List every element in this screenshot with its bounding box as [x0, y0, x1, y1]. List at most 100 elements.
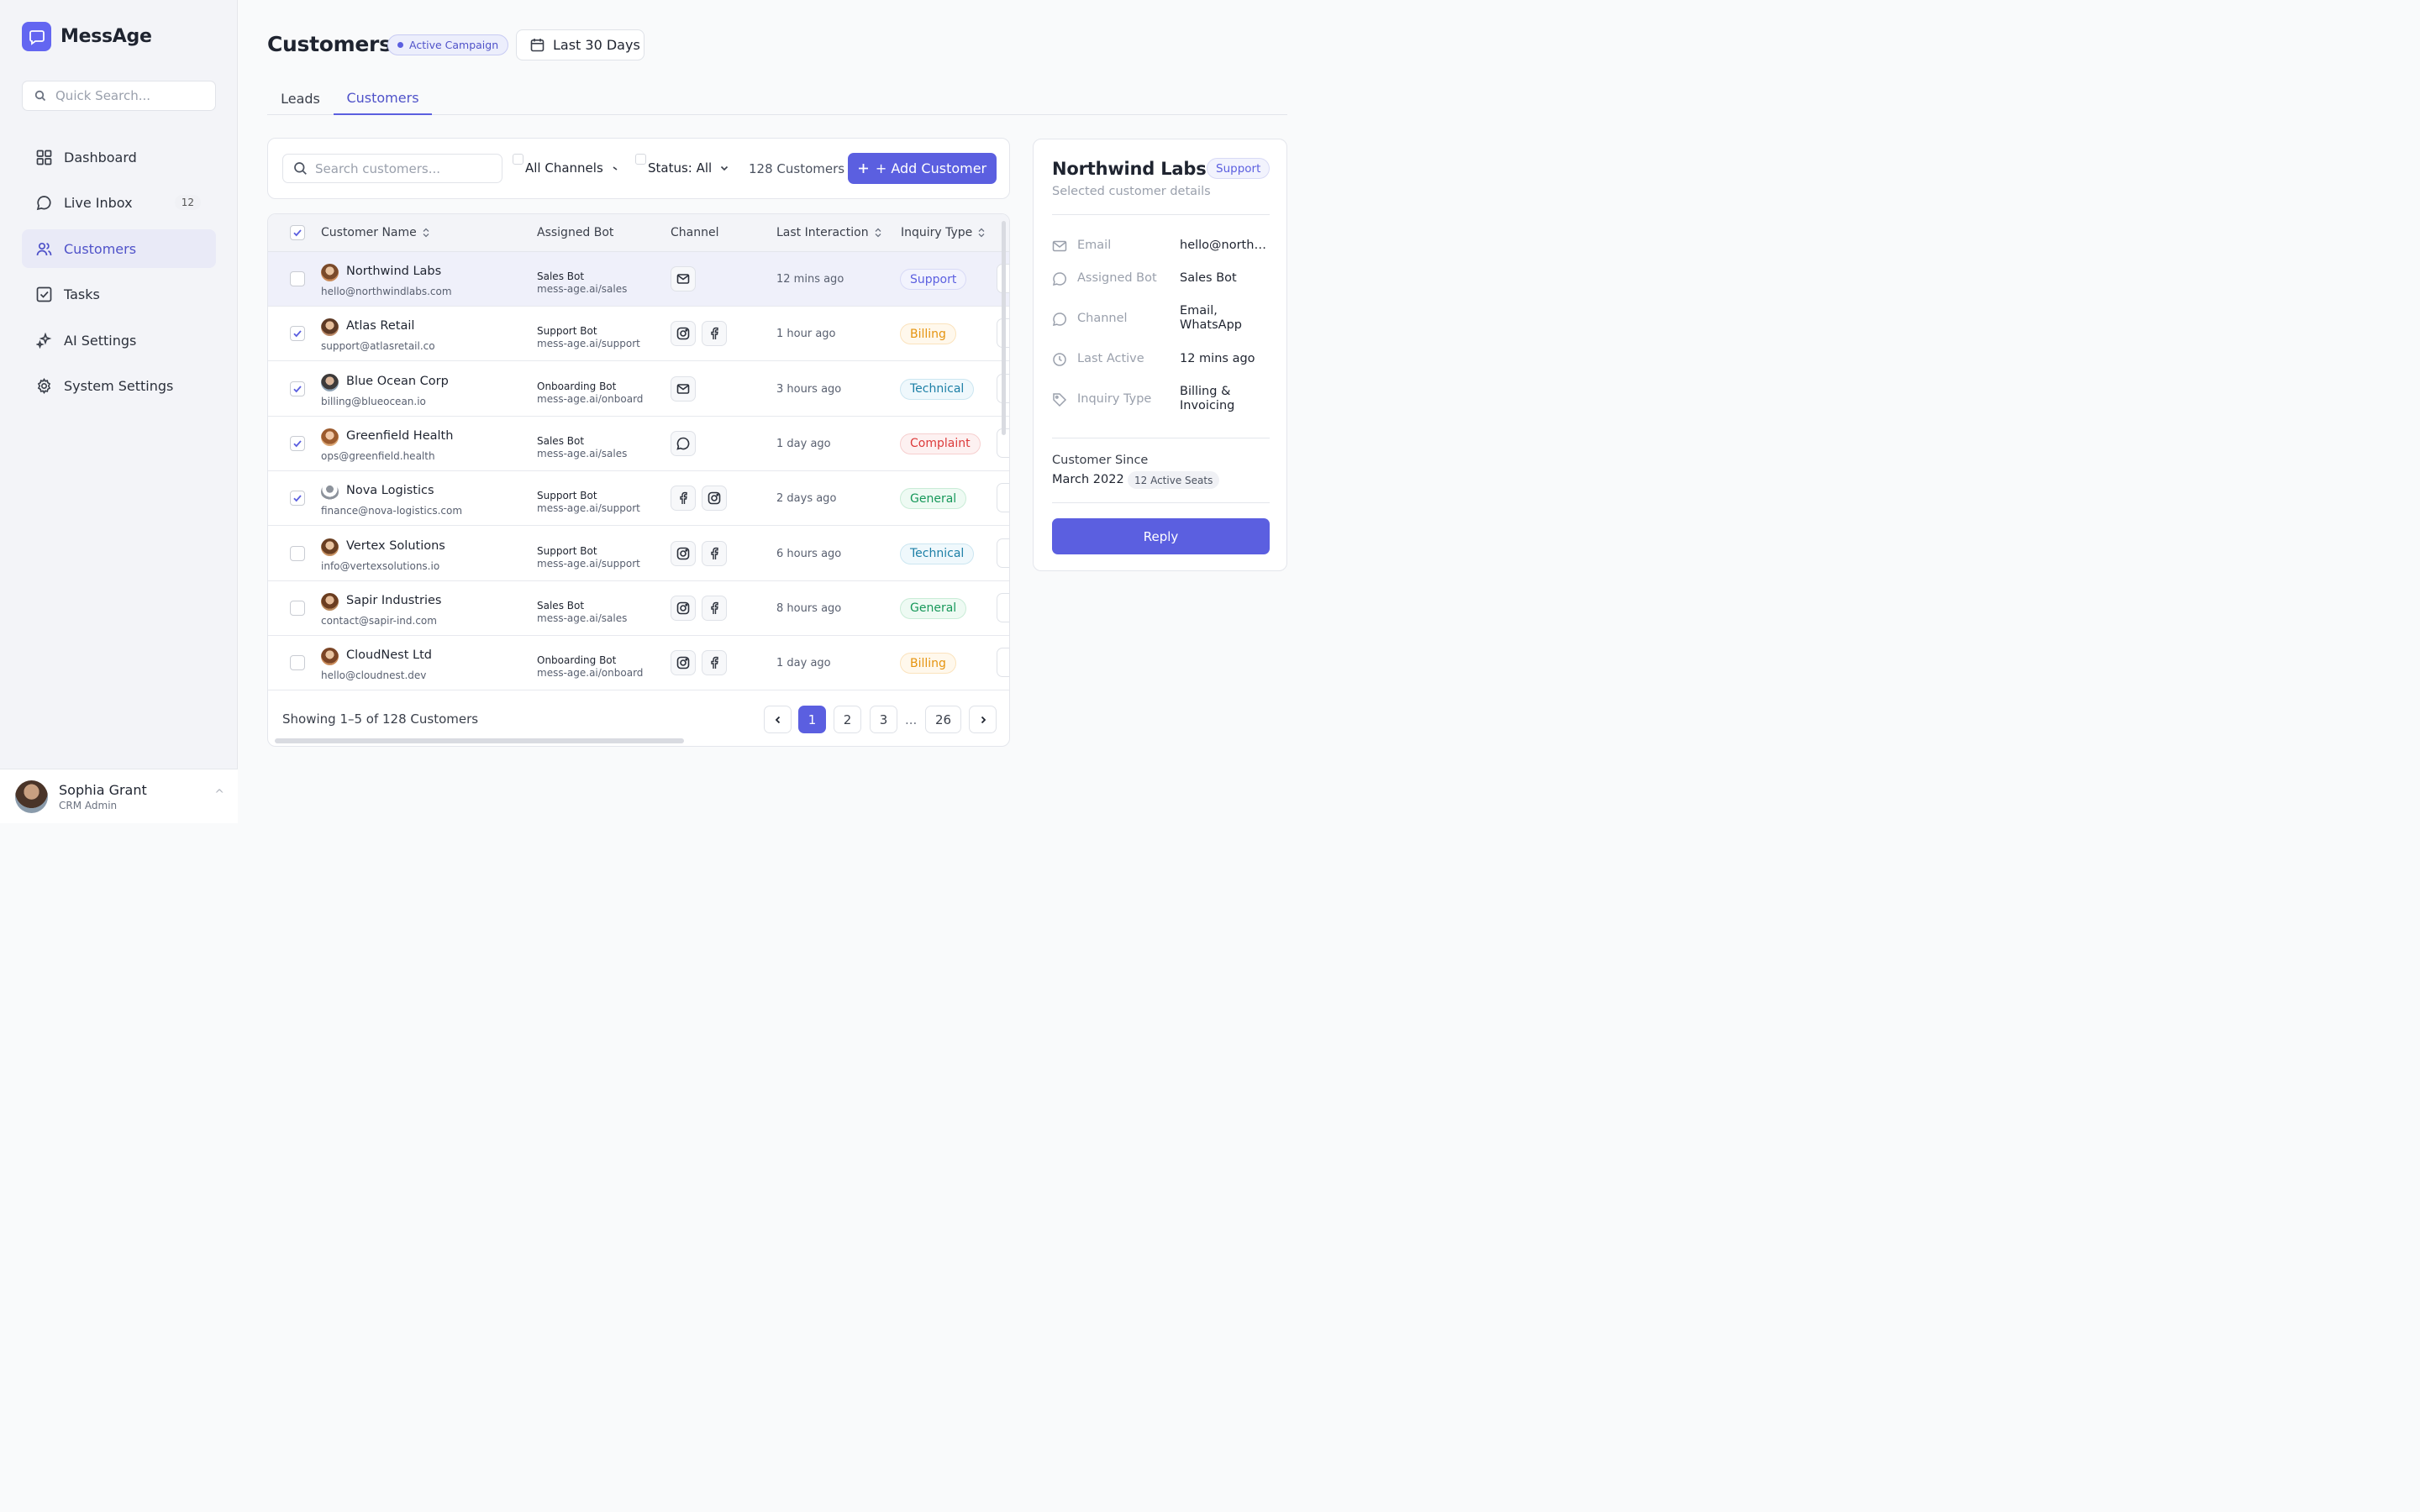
table-row[interactable]: Atlas Retail support@atlasretail.co Suppor… [268, 307, 1009, 362]
select-all-checkbox[interactable] [290, 225, 305, 240]
customer-search-input[interactable] [315, 160, 492, 176]
table-row[interactable]: Blue Ocean Corp billing@blueocean.io Onboa… [268, 362, 1009, 417]
prev-page-button[interactable] [764, 706, 792, 733]
status-filter-checkbox[interactable] [635, 154, 646, 165]
user-profile-card[interactable]: Sophia Grant CRM Admin ^ [0, 769, 238, 823]
row-actions-button[interactable] [997, 648, 1009, 678]
row-actions-button[interactable] [997, 538, 1009, 568]
row-actions-button[interactable] [997, 483, 1009, 513]
email-icon[interactable] [671, 266, 696, 291]
table-row[interactable]: Greenfield Health ops@greenfield.health Sa… [268, 417, 1009, 471]
facebook-icon[interactable] [702, 595, 727, 621]
sidebar-item-ai-settings[interactable]: AI Settings [22, 321, 216, 360]
reply-button[interactable]: Reply [1052, 518, 1270, 554]
row-checkbox[interactable] [290, 545, 305, 561]
tab-bar: Leads Customers [267, 82, 1287, 115]
facebook-icon[interactable] [671, 486, 696, 512]
page-button-2[interactable]: 2 [834, 706, 861, 733]
table-row[interactable]: Sapir Industries contact@sapir-ind.com Sal… [268, 581, 1009, 636]
table-row[interactable]: Vertex Solutions info@vertexsolutions.io S… [268, 527, 1009, 581]
tab-customers[interactable]: Customers [334, 82, 432, 115]
row-checkbox[interactable] [290, 381, 305, 396]
detail-label: Channel [1077, 312, 1128, 325]
checkmark-icon [293, 440, 302, 448]
column-header-last-interaction[interactable]: Last Interaction [776, 226, 882, 239]
instagram-icon[interactable] [671, 540, 696, 566]
date-range-button[interactable]: Last 30 Days [516, 29, 644, 60]
sidebar-item-label: Live Inbox [64, 195, 133, 211]
sidebar-item-tasks[interactable]: Tasks [22, 276, 216, 314]
tab-leads[interactable]: Leads [281, 91, 320, 107]
page-button-3[interactable]: 3 [870, 706, 897, 733]
chevron-up-icon[interactable]: ^ [214, 788, 224, 801]
assigned-bot-url: mess-age.ai/support [537, 502, 640, 515]
date-range-label: Last 30 Days [553, 37, 640, 53]
sidebar-item-customers[interactable]: Customers [22, 229, 216, 268]
table-row[interactable]: CloudNest Ltd hello@cloudnest.dev Onboardi… [268, 636, 1009, 691]
active-seats-badge: 12 Active Seats [1128, 471, 1220, 489]
row-checkbox[interactable] [290, 435, 305, 451]
facebook-icon[interactable] [702, 321, 727, 347]
pagination-summary: Showing 1–5 of 128 Customers [282, 711, 479, 727]
page-button-26[interactable]: 26 [925, 706, 961, 733]
facebook-icon[interactable] [702, 650, 727, 676]
instagram-icon[interactable] [702, 486, 727, 512]
customer-detail-panel: Northwind Labs Support Selected customer… [1033, 139, 1287, 571]
checkmark-icon [293, 385, 302, 392]
table-row[interactable]: Northwind Labs hello@northwindlabs.com Sal… [268, 252, 1009, 307]
column-header-inquiry-type[interactable]: Inquiry Type [901, 226, 986, 239]
row-checkbox[interactable] [290, 491, 305, 507]
channel-filter-checkbox[interactable] [513, 154, 523, 165]
campaign-status-badge: Active Campaign [387, 34, 509, 55]
customer-name[interactable]: Vertex Solutions [346, 538, 445, 553]
email-icon[interactable] [671, 375, 696, 402]
facebook-icon[interactable] [702, 540, 727, 566]
logo-chat-icon [22, 22, 51, 51]
customer-name[interactable]: Greenfield Health [346, 428, 454, 443]
status-dot-icon [397, 42, 403, 48]
add-customer-button[interactable]: + Add Customer [848, 153, 997, 184]
row-checkbox[interactable] [290, 326, 305, 342]
sidebar-item-system-settings[interactable]: System Settings [22, 367, 216, 406]
detail-label: Email [1077, 239, 1112, 252]
customer-email: finance@nova-logistics.com [321, 505, 463, 517]
row-checkbox[interactable] [290, 600, 305, 616]
detail-label: Last Active [1077, 352, 1144, 365]
whatsapp-icon[interactable] [671, 430, 696, 456]
customer-name[interactable]: Nova Logistics [346, 484, 434, 498]
customer-name[interactable]: Atlas Retail [346, 319, 415, 333]
next-page-button[interactable] [969, 706, 997, 733]
row-checkbox[interactable] [290, 655, 305, 671]
last-interaction: 1 day ago [776, 437, 831, 450]
customer-toolbar: All Channels Status: All 128 Customers +… [267, 138, 1010, 199]
page-button-1[interactable]: 1 [798, 706, 826, 733]
assigned-bot-url: mess-age.ai/support [537, 338, 640, 350]
column-header-customer-name[interactable]: Customer Name [321, 226, 430, 239]
row-actions-button[interactable] [997, 592, 1009, 622]
chat-bubble-icon [1052, 272, 1066, 286]
customer-name[interactable]: Northwind Labs [346, 265, 442, 278]
customer-name[interactable]: Blue Ocean Corp [346, 374, 449, 388]
horizontal-scrollbar[interactable] [275, 738, 684, 743]
channel-filter-dropdown[interactable]: All Channels [525, 160, 620, 176]
inquiry-type-badge: Technical [900, 543, 975, 564]
quick-search[interactable] [22, 81, 216, 111]
instagram-icon[interactable] [671, 595, 696, 621]
sidebar-item-dashboard[interactable]: Dashboard [22, 138, 216, 176]
table-row[interactable]: Nova Logistics finance@nova-logistics.com… [268, 471, 1009, 527]
sidebar-item-label: Dashboard [64, 149, 137, 165]
app-logo[interactable]: MessAge [22, 22, 152, 51]
quick-search-input[interactable] [55, 88, 198, 103]
instagram-icon[interactable] [671, 321, 696, 347]
last-interaction: 1 day ago [776, 657, 831, 670]
sidebar-item-live-inbox[interactable]: Live Inbox 12 [22, 184, 216, 223]
inquiry-type-badge: Complaint [900, 433, 981, 454]
customer-name[interactable]: CloudNest Ltd [346, 648, 433, 663]
customer-name[interactable]: Sapir Industries [346, 593, 442, 607]
assigned-bot-name: Sales Bot [537, 270, 585, 282]
vertical-scrollbar[interactable] [1002, 221, 1006, 435]
row-checkbox[interactable] [290, 271, 305, 286]
customer-search[interactable] [282, 154, 502, 183]
status-filter-dropdown[interactable]: Status: All [648, 160, 729, 176]
instagram-icon[interactable] [671, 650, 696, 676]
